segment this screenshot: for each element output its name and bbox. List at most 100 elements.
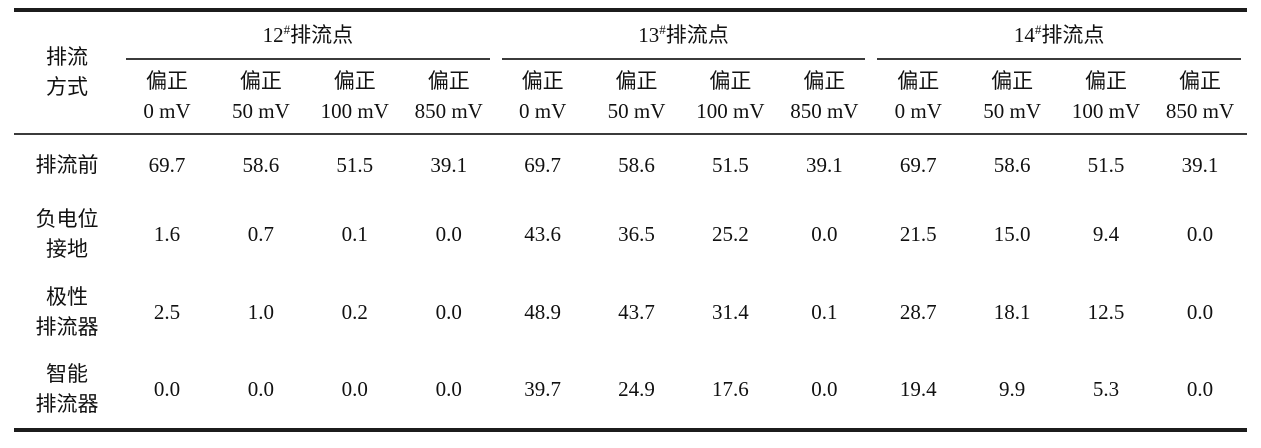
sub-header-row: 偏正 0 mV 偏正 50 mV 偏正 100 mV 偏正 850 mV 偏正 0 mV 偏正 50 … [14,60,1247,135]
row-label-3-line0: 智能 [46,362,89,387]
value-cell-r3-c10: 5.3 [1092,377,1120,402]
group-12-superscript: # [283,22,291,38]
value-cell-r3-c6: 17.6 [712,377,749,402]
subheader-g13-col3: 偏正 850 mV [777,60,872,135]
value-cell-r2-c11: 0.0 [1186,300,1214,325]
row-label-1: 负电位 接地 [14,196,120,274]
row-header-title: 排流 方式 [14,10,121,135]
value-cell-r0-c7: 39.1 [805,152,843,177]
subheader-g14-col2: 偏正 100 mV [1059,60,1153,135]
bias-value: 850 mV [414,98,483,123]
value-cell-r0-c3: 39.1 [430,152,468,177]
value-cell-r0-c11: 39.1 [1181,152,1219,177]
subheader-g12-col0: 偏正 0 mV [120,60,214,135]
value-cell-r1-c6: 25.2 [712,222,749,247]
value-cell-r0-c10: 51.5 [1087,152,1125,177]
group-13-number: 13 [638,23,660,48]
value-cell-r0-c9: 58.6 [993,152,1031,177]
value-cell-r3-c0: 0.0 [153,377,181,402]
subheader-g13-col2: 偏正 100 mV [683,60,778,135]
value-cell-r3-c8: 19.4 [899,377,937,402]
bias-label: 偏正 [145,68,188,93]
value-cell-r3-c5: 24.9 [618,377,655,402]
group-header-13: 13#排流点 [496,10,872,60]
subheader-g14-col0: 偏正 0 mV [871,60,966,135]
table-body: 排流前 69.7 58.6 51.5 39.1 69.7 58.6 51.5 39.1 69.7 5… [14,134,1247,430]
group-12-suffix: 排流点 [290,23,354,48]
value-cell-r2-c5: 43.7 [618,300,655,325]
value-cell-r3-c1: 0.0 [247,377,275,402]
value-cell-r3-c9: 9.9 [999,377,1026,402]
value-cell-r1-c10: 9.4 [1092,222,1120,247]
row-label-3-line1: 排流器 [35,392,99,416]
row-header-title-line1: 排流 [46,44,89,69]
row-label-1-line0: 负电位 [35,207,99,232]
value-cell-r3-c7: 0.0 [811,377,838,402]
row-label-3: 智能 排流器 [14,352,120,430]
value-cell-r2-c8: 28.7 [899,300,937,325]
value-cell-r2-c3: 0.0 [435,300,462,325]
value-cell-r1-c0: 1.6 [153,222,181,247]
value-cell-r2-c0: 2.5 [153,300,181,325]
bias-value: 850 mV [790,98,859,123]
group-14-number: 14 [1013,23,1035,48]
bias-value: 100 mV [696,98,765,123]
value-cell-r1-c2: 0.1 [341,222,368,247]
value-cell-r1-c8: 21.5 [899,222,937,247]
group-header-14: 14#排流点 [871,10,1247,60]
row-label-2: 极性 排流器 [14,274,120,352]
value-cell-r1-c7: 0.0 [811,222,838,247]
bias-value: 50 mV [607,98,666,123]
value-cell-r3-c2: 0.0 [341,377,368,402]
bias-label: 偏正 [427,68,470,93]
bias-label: 偏正 [897,68,940,93]
bias-label: 偏正 [1179,68,1221,93]
value-cell-r1-c5: 36.5 [618,222,655,247]
value-cell-r0-c4: 69.7 [524,152,561,177]
bias-label: 偏正 [333,68,376,93]
value-cell-r0-c2: 51.5 [336,152,374,177]
table-row-1: 负电位接地 1.6 0.7 0.1 0.0 43.6 36.5 25.2 0.0 21.5 15.0… [14,196,1247,274]
value-cell-r1-c9: 15.0 [993,222,1031,247]
value-cell-r0-c0: 69.7 [148,152,186,177]
bias-label: 偏正 [803,68,846,93]
group-13-suffix: 排流点 [665,23,729,48]
value-cell-r2-c1: 1.0 [247,300,275,325]
value-cell-r1-c1: 0.7 [247,222,275,247]
subheader-g12-col2: 偏正 100 mV [307,60,402,135]
group-header-12: 12#排流点 [120,10,496,60]
bias-label: 偏正 [615,68,658,93]
value-cell-r2-c10: 12.5 [1087,300,1125,325]
value-cell-r2-c9: 18.1 [993,300,1031,325]
row-label-2-line1: 排流器 [35,315,99,339]
row-label-0: 排流前 [14,134,120,196]
value-cell-r3-c11: 0.0 [1186,377,1214,402]
value-cell-r2-c2: 0.2 [341,300,368,325]
row-label-1-line1: 接地 [46,237,89,261]
subheader-g12-col1: 偏正 50 mV [213,60,308,135]
value-cell-r2-c6: 31.4 [712,300,749,325]
subheader-g13-col0: 偏正 0 mV [495,60,590,135]
bias-value: 0 mV [518,98,567,123]
bias-value: 0 mV [894,98,942,123]
subheader-g12-col3: 偏正 850 mV [401,60,496,135]
group-13-superscript: # [659,22,666,38]
group-14-suffix: 排流点 [1041,23,1105,48]
bias-label: 偏正 [991,68,1034,93]
bias-value: 0 mV [143,98,191,123]
value-cell-r0-c6: 51.5 [712,152,749,177]
subheader-g14-col1: 偏正 50 mV [965,60,1060,135]
value-cell-r1-c3: 0.0 [435,222,462,247]
group-12-number: 12 [262,23,284,48]
bias-value: 100 mV [1071,98,1141,123]
group-14-superscript: # [1034,22,1042,38]
value-cell-r1-c4: 43.6 [524,222,561,247]
value-cell-r3-c3: 0.0 [435,377,462,402]
bias-label: 偏正 [1085,68,1128,93]
subheader-g14-col3: 偏正 850 mV [1153,60,1247,135]
bias-label: 偏正 [521,68,564,93]
value-cell-r2-c4: 48.9 [524,300,561,325]
value-cell-r2-c7: 0.1 [811,300,838,325]
value-cell-r0-c8: 69.7 [899,152,937,177]
bias-label: 偏正 [239,68,282,93]
